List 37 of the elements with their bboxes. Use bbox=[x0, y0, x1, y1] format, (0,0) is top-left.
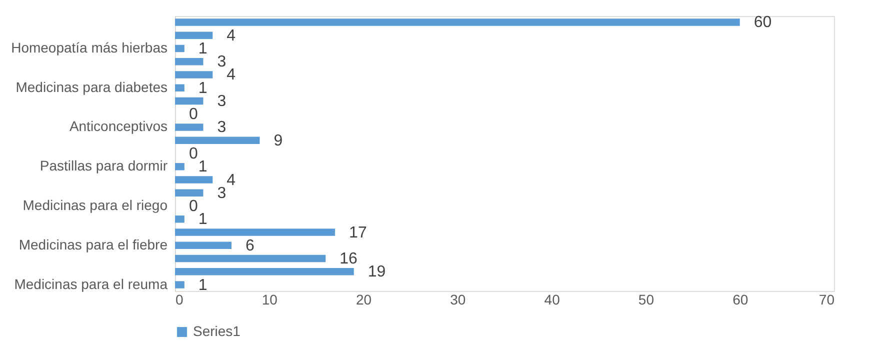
data-label: 16 bbox=[340, 250, 358, 268]
data-label: 3 bbox=[217, 184, 226, 202]
data-label: 6 bbox=[245, 237, 254, 254]
data-label: 9 bbox=[274, 132, 283, 150]
data-label: 1 bbox=[198, 80, 208, 97]
data-label: 1 bbox=[198, 158, 208, 176]
data-label: 3 bbox=[217, 54, 226, 71]
data-label: 0 bbox=[189, 146, 198, 162]
data-label: 0 bbox=[189, 198, 198, 216]
y-tick-label: Homeopatía más hierbas bbox=[11, 39, 168, 56]
legend-label: Series1 bbox=[193, 323, 241, 339]
y-tick-label: Medicinas para diabetes bbox=[16, 78, 168, 95]
x-tick-label: 50 bbox=[638, 292, 654, 308]
x-tick-label: 10 bbox=[262, 292, 278, 308]
data-label: 0 bbox=[189, 106, 198, 124]
data-label: 4 bbox=[226, 172, 236, 189]
x-tick-label: 70 bbox=[818, 292, 835, 308]
x-tick-label: 60 bbox=[732, 292, 748, 308]
x-tick-label: 40 bbox=[544, 292, 560, 308]
y-tick-label: Anticonceptivos bbox=[69, 118, 168, 134]
y-tick-label: Medicinas para el reuma bbox=[14, 276, 168, 292]
data-label: 4 bbox=[226, 66, 236, 84]
y-tick-label: Pastillas para dormir bbox=[40, 158, 168, 174]
y-tick-label: Medicinas para el riego bbox=[22, 197, 168, 214]
data-label: 1 bbox=[198, 40, 208, 58]
data-label: 1 bbox=[198, 211, 208, 228]
x-tick-label: 20 bbox=[356, 292, 372, 308]
data-label: 3 bbox=[217, 119, 226, 136]
x-tick-label: 0 bbox=[176, 292, 184, 308]
data-label: 17 bbox=[349, 224, 367, 242]
data-label: 3 bbox=[217, 92, 226, 110]
x-tick-label: 30 bbox=[450, 292, 466, 308]
data-label: 19 bbox=[368, 264, 386, 281]
data-label: 60 bbox=[754, 14, 772, 32]
data-label: 1 bbox=[198, 276, 208, 294]
data-label: 4 bbox=[226, 27, 236, 44]
y-tick-label: Medicinas para el fiebre bbox=[18, 236, 168, 252]
